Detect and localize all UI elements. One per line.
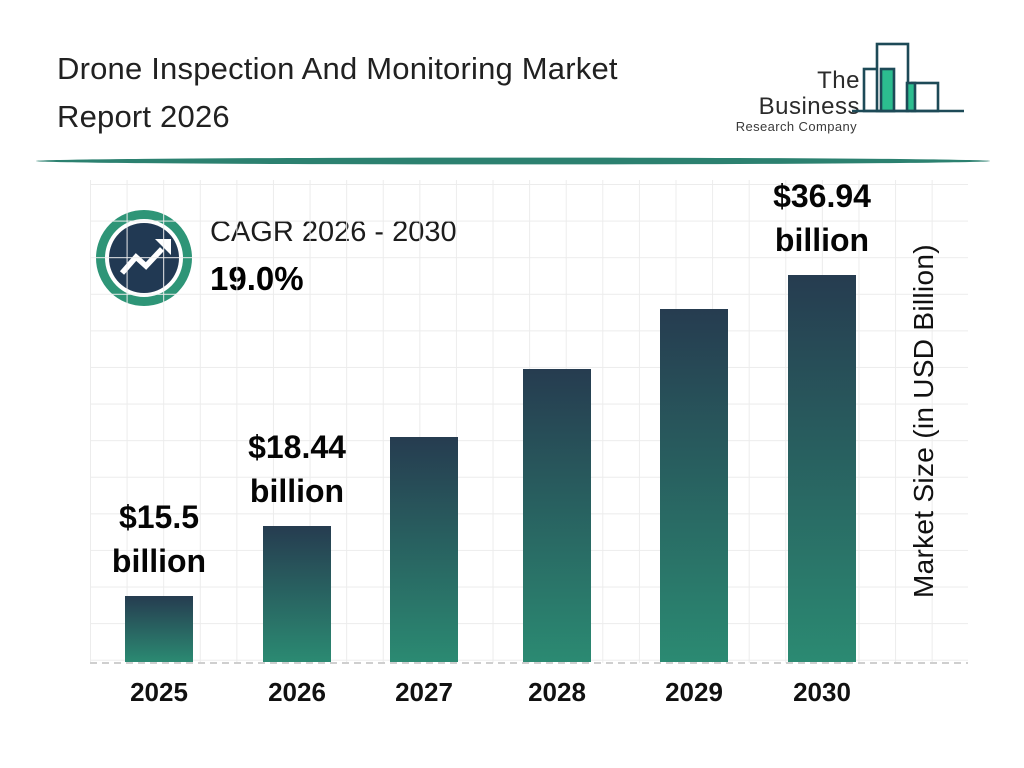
page-title: Drone Inspection And Monitoring Market R… <box>57 45 717 141</box>
x-axis-label-2025: 2025 <box>130 677 188 707</box>
bar-2028 <box>523 369 591 662</box>
bar-value-unit: billion <box>111 543 207 579</box>
chart-plot-area: $15.5 billion $18.44 billion $36.94 billion <box>90 178 968 664</box>
x-axis-labels: 2025 2026 2027 2028 2029 2030 <box>90 676 968 712</box>
bar-value-label-2026: $18.44 billion <box>202 425 392 513</box>
brand-bar-chart-icon <box>852 42 964 113</box>
bar-2029 <box>660 309 728 662</box>
bar-2030 <box>788 275 856 662</box>
x-axis-label-2029: 2029 <box>665 677 723 707</box>
bar-value-amount: $15.5 <box>118 499 200 535</box>
bar-value-unit: billion <box>249 473 345 509</box>
bar-2025 <box>125 596 193 662</box>
bar-2027 <box>390 437 458 662</box>
bar-value-unit: billion <box>774 222 870 258</box>
brand-wordmark: The Business Research Company <box>712 68 860 134</box>
x-axis-baseline <box>90 662 968 664</box>
bar-value-amount: $18.44 <box>248 429 346 465</box>
x-axis-label-2026: 2026 <box>268 677 326 707</box>
x-axis-label-2027: 2027 <box>395 677 453 707</box>
bar-value-label-2030: $36.94 billion <box>727 174 917 262</box>
bar-value-label-2025: $15.5 billion <box>64 495 254 583</box>
page-title-line1: Drone Inspection And Monitoring Market <box>57 51 618 86</box>
brand-name: The Business <box>758 67 860 120</box>
y-axis-title: Market Size (in USD Billion) <box>908 244 939 599</box>
x-axis-label-2028: 2028 <box>528 677 586 707</box>
bar-2026 <box>263 526 331 662</box>
page-title-line2: Report 2026 <box>57 99 230 134</box>
brand-subname: Research Company <box>735 119 857 134</box>
x-axis-label-2030: 2030 <box>793 677 851 707</box>
bar-value-amount: $36.94 <box>773 178 871 214</box>
header-divider <box>36 157 990 165</box>
